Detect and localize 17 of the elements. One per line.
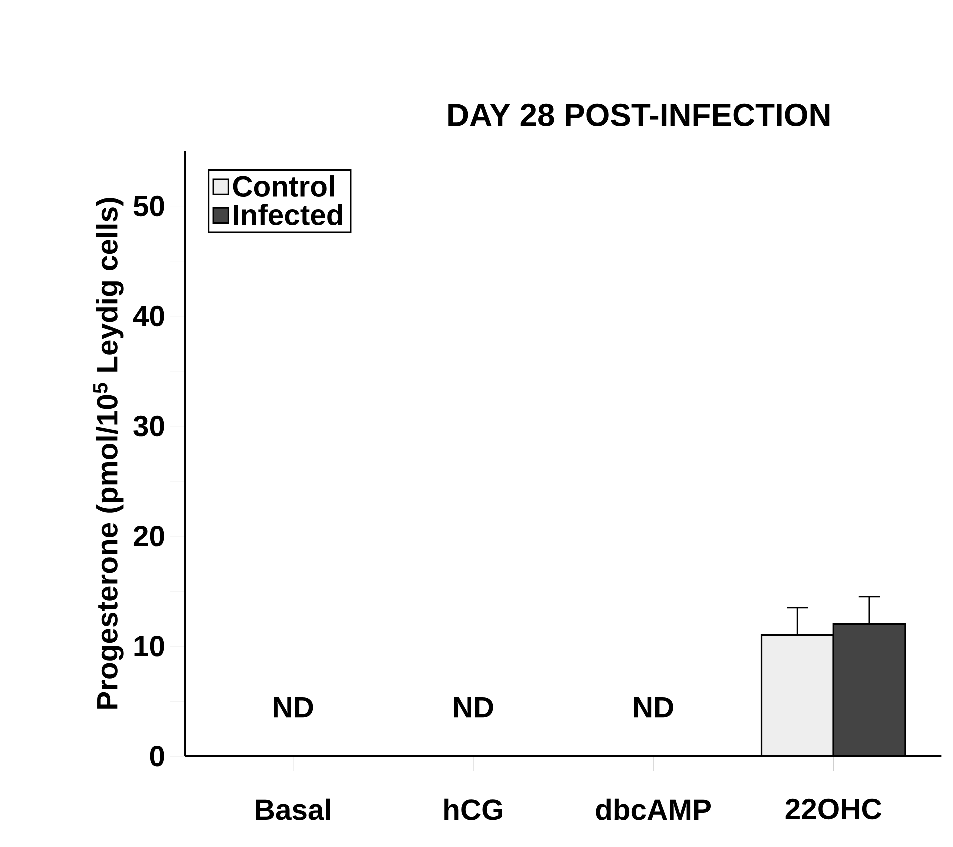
x-tick-label: hCG	[444, 798, 502, 820]
y-axis-title: Progesterone (pmol/10$^{5}$ Leydig cells)	[94, 198, 124, 709]
legend-label: Control	[233, 175, 334, 197]
y-tick-label: 20	[134, 526, 164, 547]
annotation: ND	[454, 697, 494, 718]
x-tick-label: dbcAMP	[596, 798, 712, 820]
y-tick-label: 10	[134, 636, 164, 657]
x-tick-label: Basal	[256, 798, 330, 820]
annotation: ND	[274, 697, 314, 718]
y-tick-label: 50	[134, 196, 164, 217]
annotation: ND	[634, 697, 674, 718]
y-tick-label: 30	[134, 416, 164, 437]
chart-title: DAY 28 POST-INFECTION	[448, 104, 830, 126]
x-tick-label: 22OHC	[786, 798, 882, 820]
y-tick-label: 40	[133, 306, 164, 327]
y-tick-label: 0	[150, 746, 164, 767]
legend-label: Infected	[234, 204, 342, 226]
